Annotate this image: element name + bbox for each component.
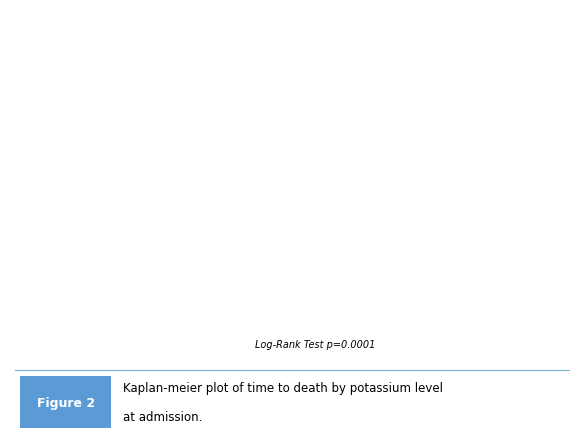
Text: at admission.: at admission.: [123, 410, 202, 424]
Text: Log-Rank Test p=0.0001: Log-Rank Test p=0.0001: [255, 339, 376, 349]
X-axis label: Time (years): Time (years): [276, 317, 355, 329]
Text: Kaplan-meier plot of time to death by potassium level: Kaplan-meier plot of time to death by po…: [123, 381, 443, 394]
Legend: 3.3–5.2 mEq/L, 5.3–6.0 mEq/L, 6.1+  mEq/L: 3.3–5.2 mEq/L, 5.3–6.0 mEq/L, 6.1+ mEq/L: [159, 333, 472, 366]
Text: Figure 2: Figure 2: [37, 396, 95, 409]
Y-axis label: Survival Probability: Survival Probability: [25, 102, 37, 222]
